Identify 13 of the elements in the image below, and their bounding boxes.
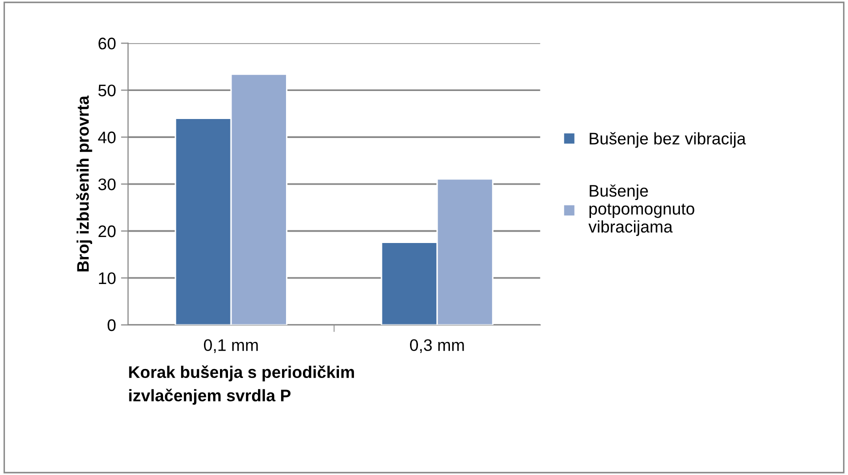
y-tick-label: 20 [98,225,116,238]
y-tick-label: 60 [98,38,116,50]
x-axis-title: Korak bušenja s periodičkim izvlačenjem svrdla P [129,365,354,405]
y-axis-title: Broj izbušenih provrta [76,96,92,272]
x-tick-label: 0,3 mm [410,339,464,353]
x-tick-label: 0,1 mm [204,339,258,353]
legend-label: Bušenje potpomognuto vibracijama [588,184,694,236]
y-tick-label: 40 [98,132,116,144]
legend-label: Bušenje bez vibracija [590,132,746,148]
y-tick-label: 50 [98,84,116,96]
y-tick-label: 10 [98,272,116,284]
y-tick-label: 0 [108,319,116,332]
y-tick-label: 30 [98,178,116,190]
